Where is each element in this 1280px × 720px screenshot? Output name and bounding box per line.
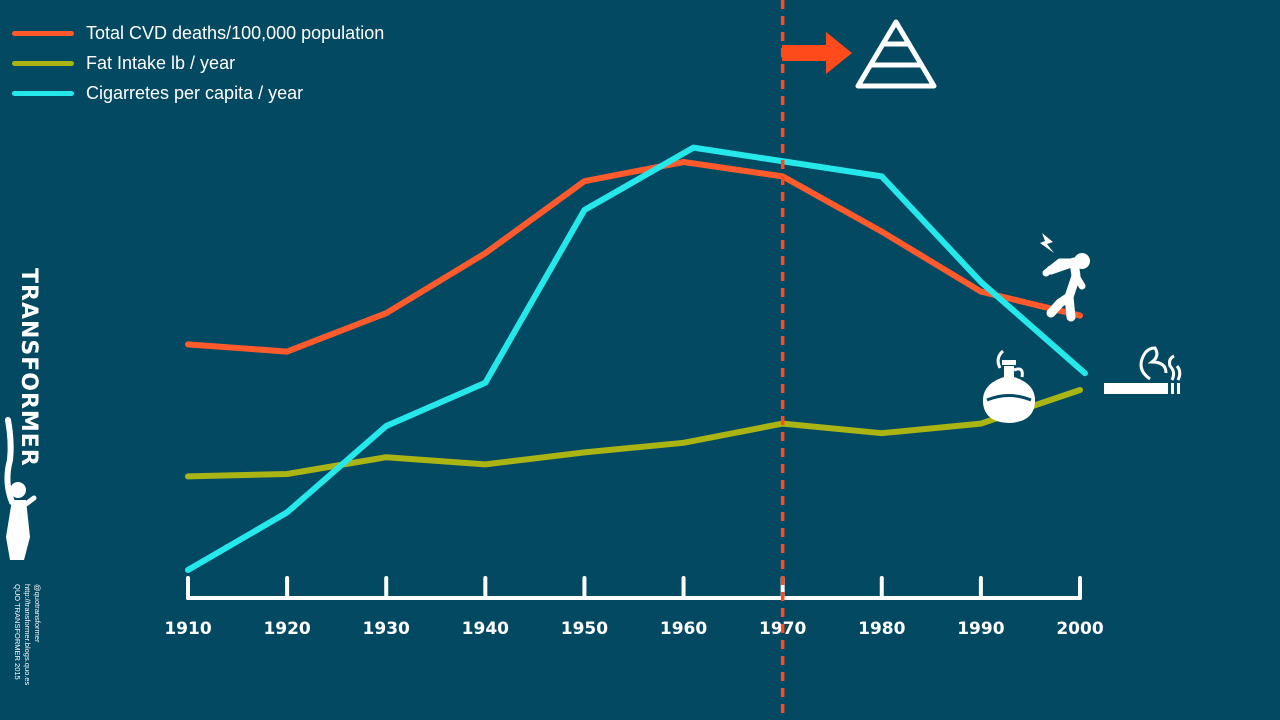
credit-line: @quotransformer: [33, 584, 42, 643]
series-line-cvd: [185, 159, 1083, 355]
series-line-cigarettes: [185, 144, 1088, 573]
heart-attack-person-icon: [1040, 233, 1090, 322]
credit-line: http://transformer.blogs.quo.es: [23, 584, 32, 686]
arrow-right-icon: [782, 32, 852, 74]
x-tick-label: 1920: [263, 619, 310, 639]
legend-swatch-cigarettes: [12, 90, 74, 96]
brand-figure-icon: [4, 417, 37, 560]
legend-item-fat: Fat Intake lb / year: [12, 48, 384, 78]
x-tick-label: 1930: [363, 619, 410, 639]
brand-name: TRANSFORMER: [16, 268, 41, 467]
legend: Total CVD deaths/100,000 population Fat …: [12, 18, 384, 108]
legend-label-fat: Fat Intake lb / year: [86, 52, 236, 73]
x-tick-label: 1980: [858, 619, 905, 639]
legend-label-cvd: Total CVD deaths/100,000 population: [86, 22, 385, 43]
legend-item-cigarettes: Cigarretes per capita / year: [12, 78, 384, 108]
legend-swatch-fat: [12, 60, 74, 66]
legend-label-cigarettes: Cigarretes per capita / year: [86, 82, 304, 103]
x-tick-label: 1950: [561, 619, 608, 639]
x-axis-ticks: [186, 576, 1082, 600]
x-tick-label: 1960: [660, 619, 707, 639]
x-tick-label: 1910: [164, 619, 211, 639]
legend-swatch-cvd: [12, 30, 74, 36]
x-tick-label: 2000: [1056, 619, 1103, 639]
x-tick-label: 1990: [957, 619, 1004, 639]
series-line-fat: [185, 387, 1083, 480]
credits: QUO TRANSFORMER 2015 http://transformer.…: [12, 584, 42, 685]
x-tick-label: 1940: [462, 619, 509, 639]
x-axis: 1910192019301940195019601970198019902000: [164, 576, 1104, 639]
series-layer: [185, 144, 1088, 573]
cigarette-icon: [1104, 346, 1182, 394]
food-pyramid-icon: [855, 19, 937, 89]
x-axis-tick-labels: 1910192019301940195019601970198019902000: [164, 619, 1103, 639]
legend-item-cvd: Total CVD deaths/100,000 population: [12, 18, 384, 48]
credit-line: QUO TRANSFORMER 2015: [13, 584, 22, 680]
oil-flask-icon: [982, 349, 1036, 423]
